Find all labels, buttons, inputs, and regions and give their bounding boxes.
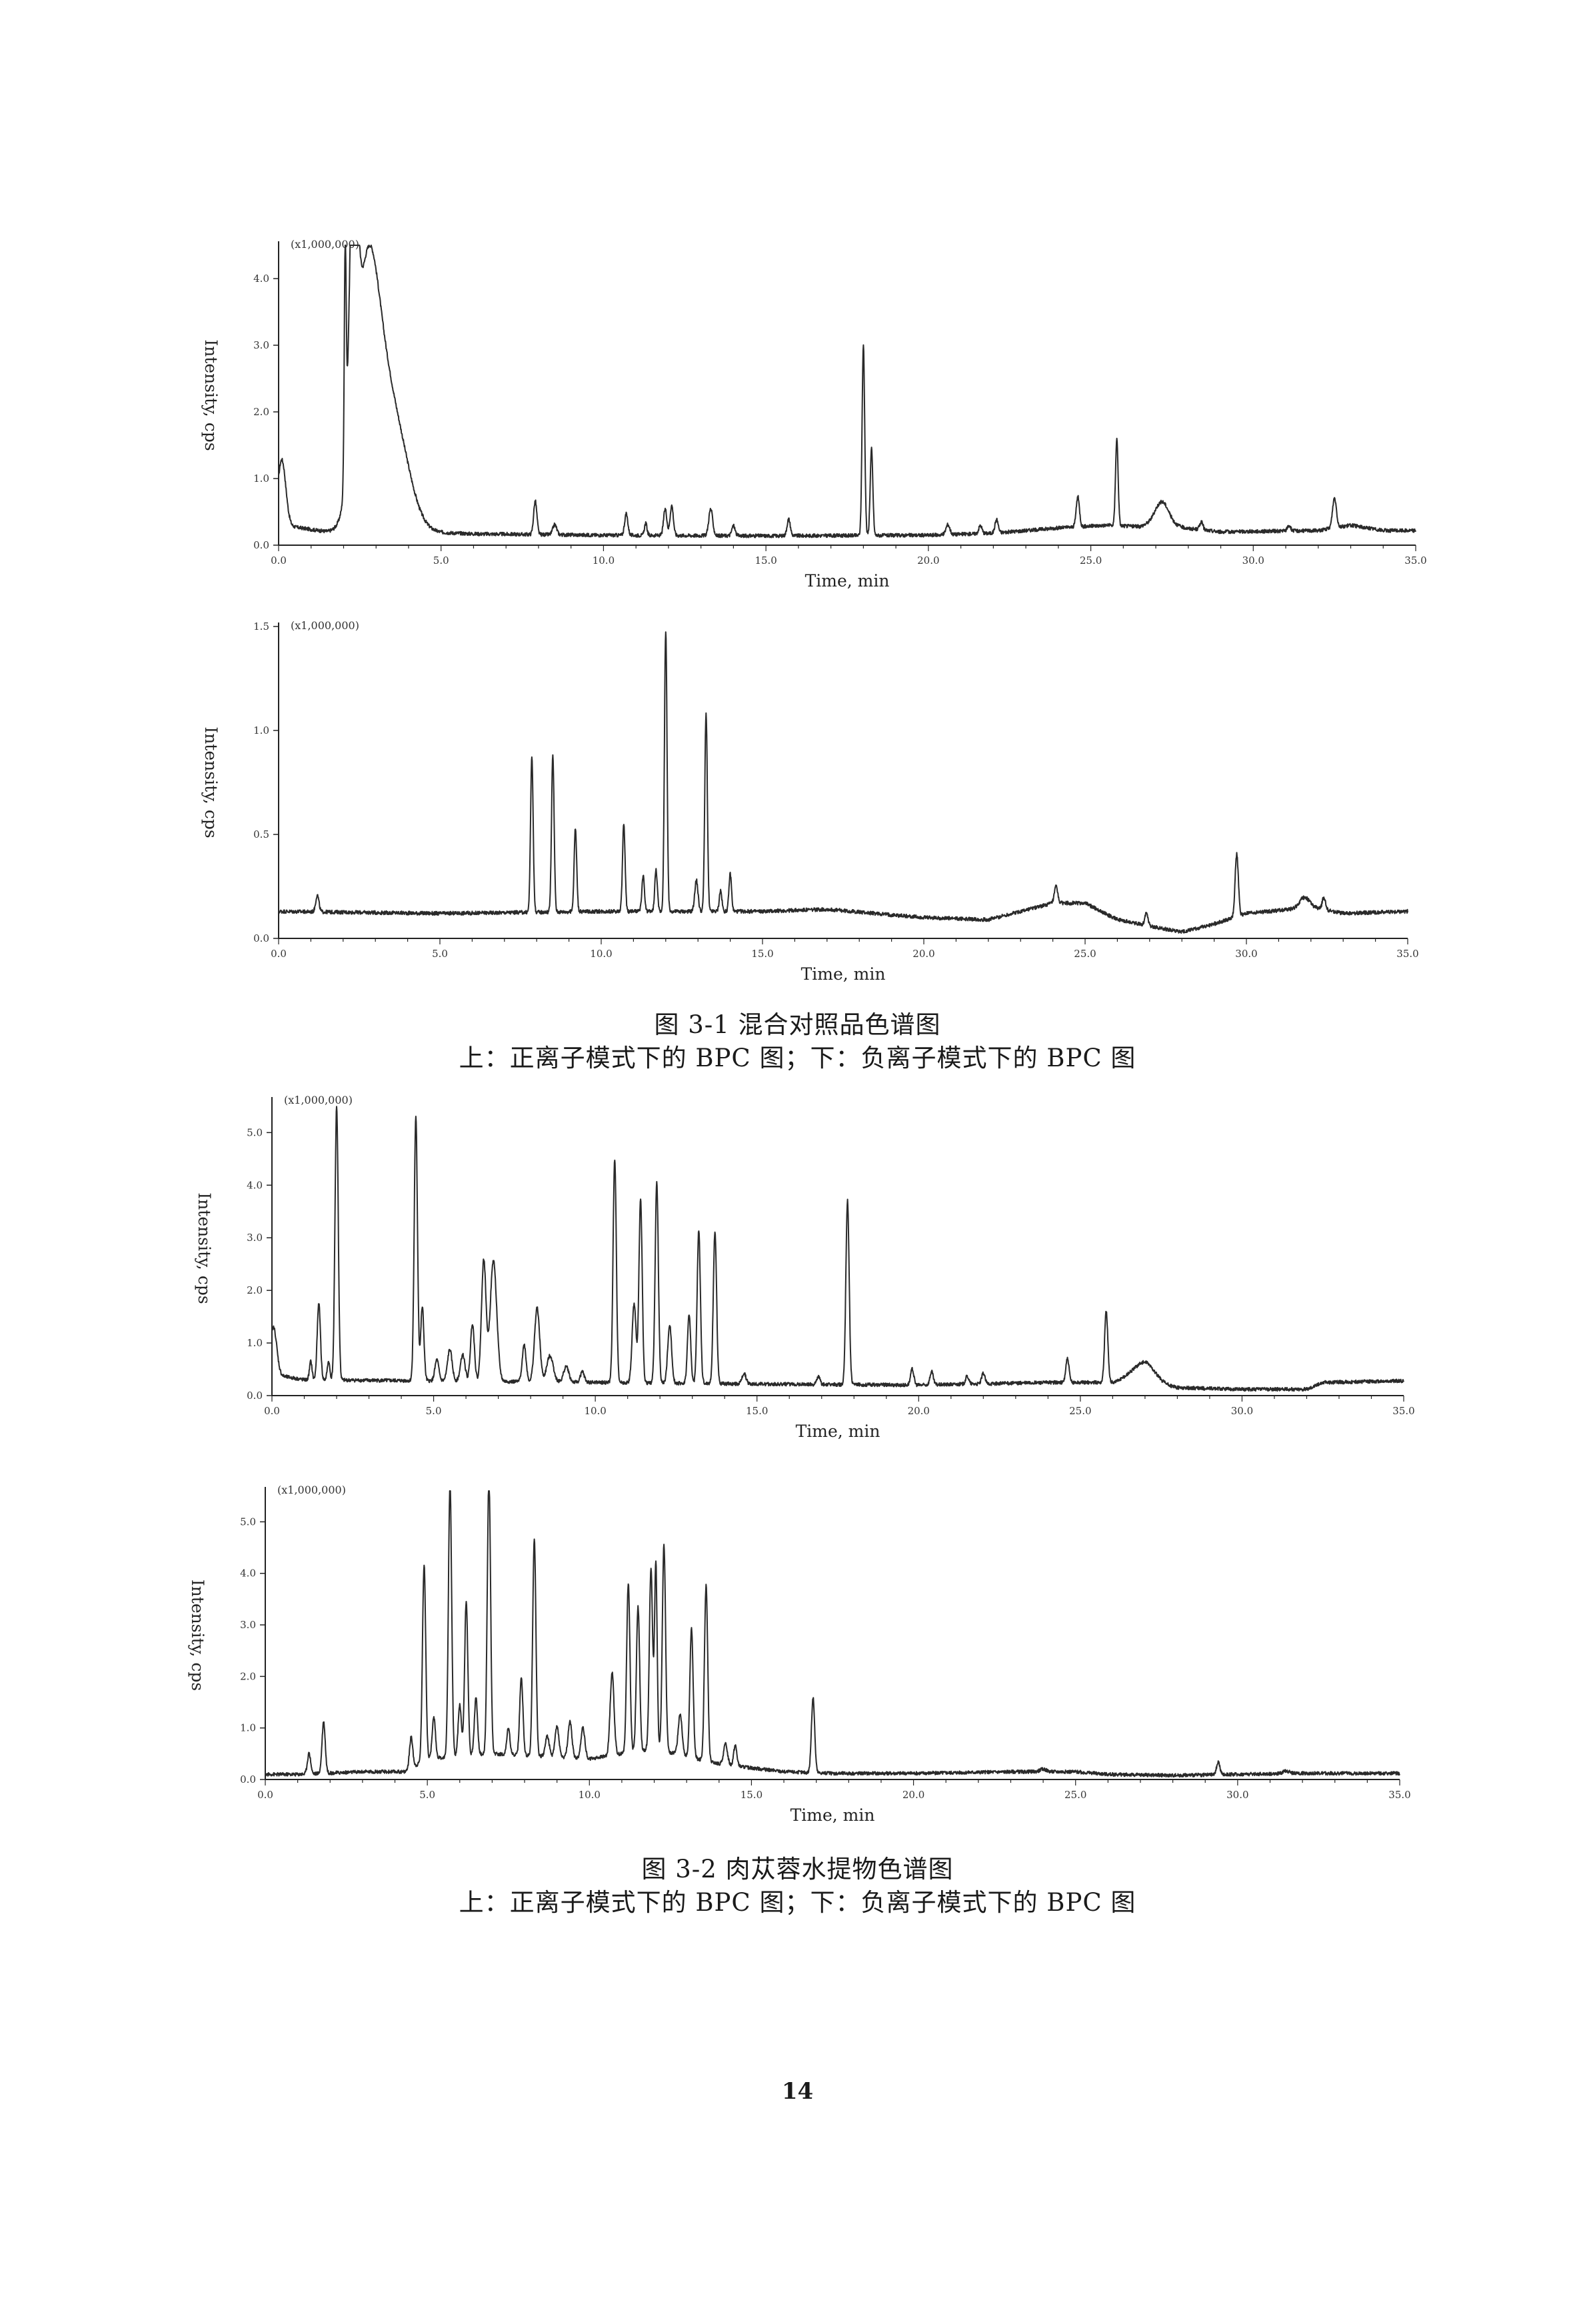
x-tick-label: 10.0	[590, 948, 612, 960]
y-tick-label: 0.0	[253, 932, 269, 944]
x-tick-label: 20.0	[902, 1789, 924, 1801]
x-tick-label: 15.0	[741, 1789, 763, 1801]
x-tick-label: 10.0	[593, 555, 615, 567]
x-axis-title: Time, min	[801, 964, 886, 984]
chromatogram-trace	[265, 1490, 1400, 1778]
x-tick-label: 10.0	[579, 1789, 601, 1801]
y-tick-label: 1.5	[253, 620, 269, 632]
y-axis-title: Intensity, cps	[201, 726, 221, 838]
y-tick-label: 4.0	[253, 273, 269, 285]
figure-caption-3-1: 图 3-1 混合对照品色谱图 上：正离子模式下的 BPC 图；下：负离子模式下的…	[0, 1008, 1595, 1075]
y-tick-label: 0.5	[253, 828, 269, 840]
chart-svg: 0.0 1.0 2.0 3.0 4.0 5.0 0.0 5.0 10.0 15.0 20.0 25.0…	[188, 1484, 1411, 1825]
chromatogram-trace	[278, 245, 1416, 539]
y-tick-label: 3.0	[240, 1619, 256, 1631]
x-tick-label: 30.0	[1235, 948, 1257, 960]
x-tick-label: 20.0	[908, 1405, 930, 1417]
x-tick-label: 5.0	[419, 1789, 435, 1801]
x-tick-label: 0.0	[271, 555, 287, 567]
x-tick-label: 20.0	[917, 555, 939, 567]
x-tick-label: 35.0	[1388, 1789, 1410, 1801]
page-number: 14	[781, 2078, 814, 2105]
y-tick-label: 1.0	[253, 724, 269, 736]
chromatogram-trace	[278, 631, 1408, 934]
x-tick-label: 30.0	[1226, 1789, 1248, 1801]
chart-extract-positive: 0.0 1.0 2.0 3.0 4.0 5.0 0.0 5.0 10.0 15.0 20.0 25.0…	[0, 1086, 1595, 1473]
y-tick-label: 1.0	[240, 1722, 256, 1734]
scale-label: (x1,000,000)	[277, 1484, 346, 1496]
y-tick-label: 4.0	[240, 1568, 256, 1580]
y-tick-label: 1.0	[253, 473, 269, 485]
y-tick-label: 5.0	[247, 1126, 263, 1138]
y-tick-label: 0.0	[247, 1390, 263, 1402]
x-tick-label: 10.0	[584, 1405, 606, 1417]
chart-svg: 0.0 1.0 2.0 3.0 4.0 0.0 5.0 10.0 15.0 20.0 25.0 30.…	[201, 238, 1427, 590]
x-axis-title: Time, min	[796, 1422, 880, 1441]
chart-mixed-standard-positive: 0.0 1.0 2.0 3.0 4.0 0.0 5.0 10.0 15.0 20.0 25.0 30.…	[0, 227, 1595, 613]
figure-caption-3-2: 图 3-2 肉苁蓉水提物色谱图 上：正离子模式下的 BPC 图；下：负离子模式下…	[0, 1853, 1595, 1919]
caption-title: 图 3-2 肉苁蓉水提物色谱图	[641, 1855, 954, 1883]
x-tick-label: 25.0	[1064, 1789, 1086, 1801]
y-tick-label: 3.0	[247, 1232, 263, 1244]
x-tick-label: 30.0	[1231, 1405, 1253, 1417]
y-tick-label: 2.0	[247, 1284, 263, 1296]
scale-label: (x1,000,000)	[291, 238, 359, 251]
x-tick-label: 15.0	[751, 948, 773, 960]
chart-svg: 0.0 0.5 1.0 1.5 0.0 5.0 10.0 15.0 20.0 25.0 30.0 35…	[201, 619, 1419, 984]
y-tick-label: 3.0	[253, 339, 269, 351]
chromatogram-trace	[271, 1106, 1404, 1392]
y-tick-label: 5.0	[240, 1516, 256, 1528]
chart-mixed-standard-negative: 0.0 0.5 1.0 1.5 0.0 5.0 10.0 15.0 20.0 25.0 30.0 35…	[0, 612, 1595, 998]
x-axis-title: Time, min	[791, 1805, 875, 1825]
x-tick-label: 5.0	[426, 1405, 442, 1417]
x-tick-label: 25.0	[1074, 948, 1096, 960]
y-tick-label: 2.0	[253, 406, 269, 418]
x-tick-label: 35.0	[1396, 948, 1418, 960]
x-tick-label: 0.0	[271, 948, 287, 960]
y-axis-title: Intensity, cps	[201, 339, 221, 451]
x-tick-label: 5.0	[432, 948, 448, 960]
scale-label: (x1,000,000)	[291, 619, 359, 632]
x-tick-label: 35.0	[1404, 555, 1426, 567]
x-tick-label: 0.0	[264, 1405, 280, 1417]
caption-title: 图 3-1 混合对照品色谱图	[654, 1010, 941, 1039]
x-tick-label: 25.0	[1080, 555, 1102, 567]
caption-subtitle: 上：正离子模式下的 BPC 图；下：负离子模式下的 BPC 图	[459, 1044, 1136, 1072]
caption-subtitle: 上：正离子模式下的 BPC 图；下：负离子模式下的 BPC 图	[459, 1888, 1136, 1917]
y-tick-label: 0.0	[253, 539, 269, 551]
scale-label: (x1,000,000)	[284, 1094, 353, 1106]
x-tick-label: 35.0	[1392, 1405, 1414, 1417]
y-axis-title: Intensity, cps	[188, 1580, 207, 1691]
x-tick-label: 0.0	[257, 1789, 273, 1801]
x-tick-label: 20.0	[912, 948, 934, 960]
x-tick-label: 15.0	[755, 555, 777, 567]
chart-extract-negative: 0.0 1.0 2.0 3.0 4.0 5.0 0.0 5.0 10.0 15.0 20.0 25.0…	[0, 1476, 1595, 1849]
x-tick-label: 5.0	[433, 555, 449, 567]
y-tick-label: 1.0	[247, 1337, 263, 1349]
x-axis-title: Time, min	[805, 571, 890, 590]
x-tick-label: 30.0	[1242, 555, 1264, 567]
y-axis-title: Intensity, cps	[195, 1192, 214, 1304]
y-tick-label: 0.0	[240, 1773, 256, 1785]
y-tick-label: 2.0	[240, 1670, 256, 1682]
x-tick-label: 15.0	[746, 1405, 768, 1417]
x-tick-label: 25.0	[1069, 1405, 1091, 1417]
chart-svg: 0.0 1.0 2.0 3.0 4.0 5.0 0.0 5.0 10.0 15.0 20.0 25.0…	[195, 1094, 1415, 1441]
y-tick-label: 4.0	[247, 1179, 263, 1191]
